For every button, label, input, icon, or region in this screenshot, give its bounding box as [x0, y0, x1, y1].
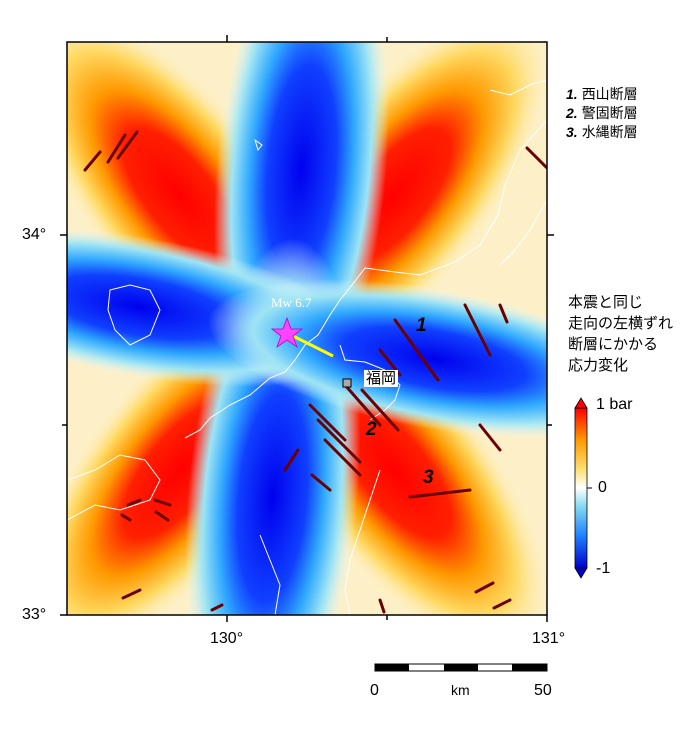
lat-label-34: 34° — [22, 226, 47, 243]
fault-number-1: 1 — [416, 315, 427, 336]
fault-legend-1: 1. 西山断層 — [566, 86, 638, 102]
colorbar-top-arrow-icon — [574, 397, 588, 409]
stress-title: 本震と同じ 走向の左横ずれ 断層にかかる 応力変化 — [568, 292, 698, 376]
colorbar-min-label: -1 — [596, 560, 611, 577]
colorbar-mid-label: 0 — [598, 479, 607, 496]
stress-field — [67, 42, 547, 615]
rupture-line — [286, 331, 334, 358]
stress-title-line: 本震と同じ — [568, 294, 644, 311]
lon-label-131: 131° — [532, 630, 566, 647]
stress-title-line: 走向の左横ずれ — [568, 315, 674, 332]
stress-title-line: 応力変化 — [568, 357, 629, 374]
epicenter-star-icon — [270, 316, 304, 349]
lat-label-33: 33° — [22, 606, 47, 623]
frame-ticks — [60, 35, 554, 622]
scale-start-label: 0 — [370, 682, 379, 699]
colorbar-max-label: 1 bar — [596, 396, 633, 413]
fault-number-2: 2 — [366, 419, 377, 440]
fault-legend-2: 2. 警固断層 — [566, 105, 638, 121]
scale-unit-label: km — [451, 682, 470, 698]
scale-bar — [374, 663, 548, 672]
city-marker-icon — [342, 378, 352, 388]
colorbar — [574, 407, 588, 569]
fault-legend-3: 3. 水縄断層 — [566, 124, 638, 140]
lon-label-130: 130° — [210, 630, 244, 647]
fault-number-3: 3 — [423, 467, 434, 488]
map-frame — [66, 41, 548, 616]
stress-title-line: 断層にかかる — [568, 336, 659, 353]
city-label: 福岡 — [364, 370, 399, 387]
active-faults — [83, 130, 547, 614]
colorbar-bottom-arrow-icon — [574, 567, 588, 579]
mainshock-label: Mw 6.7 — [271, 295, 312, 310]
scale-end-label: 50 — [534, 682, 552, 699]
